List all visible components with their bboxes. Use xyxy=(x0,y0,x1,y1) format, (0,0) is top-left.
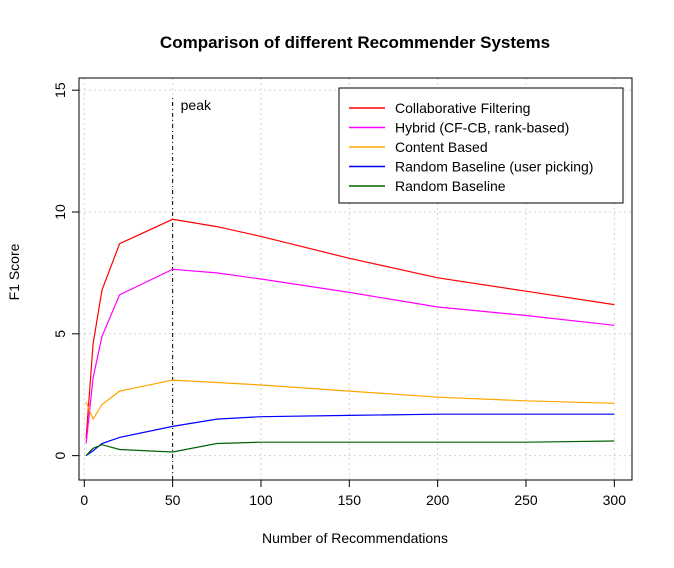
series-line-4 xyxy=(85,413,615,457)
y-tick-label: 15 xyxy=(52,82,68,98)
legend-label: Hybrid (CF-CB, rank-based) xyxy=(395,120,569,136)
y-tick-label: 10 xyxy=(52,204,68,220)
x-tick-label: 200 xyxy=(426,492,450,508)
series-line-3 xyxy=(85,379,615,421)
series-lines xyxy=(85,218,615,457)
legend-label: Content Based xyxy=(395,139,488,155)
y-tick-label: 0 xyxy=(52,452,68,460)
x-tick-label: 250 xyxy=(514,492,538,508)
y-axis-title: F1 Score xyxy=(6,243,22,300)
series-line-2 xyxy=(85,268,615,444)
x-tick-label: 50 xyxy=(165,492,181,508)
x-tick-label: 300 xyxy=(603,492,627,508)
legend: Collaborative Filtering Hybrid (CF-CB, ra… xyxy=(338,87,624,204)
x-tick-label: 150 xyxy=(338,492,362,508)
legend-label: Random Baseline (user picking) xyxy=(395,159,593,175)
legend-box xyxy=(338,87,624,204)
peak-annotation: peak xyxy=(181,97,212,113)
x-tick-label: 100 xyxy=(249,492,273,508)
x-tick-label: 0 xyxy=(80,492,88,508)
series-line-1 xyxy=(85,218,615,439)
y-axis: 0 5 10 15 xyxy=(52,82,80,460)
x-axis-title: Number of Recommendations xyxy=(262,530,448,546)
legend-label: Collaborative Filtering xyxy=(395,100,530,116)
series-line-5 xyxy=(85,440,615,457)
legend-label: Random Baseline xyxy=(395,178,506,194)
y-tick-label: 5 xyxy=(52,330,68,338)
x-axis: 0 50 100 150 200 250 300 xyxy=(80,479,627,508)
chart-title: Comparison of different Recommender Syst… xyxy=(160,33,550,52)
